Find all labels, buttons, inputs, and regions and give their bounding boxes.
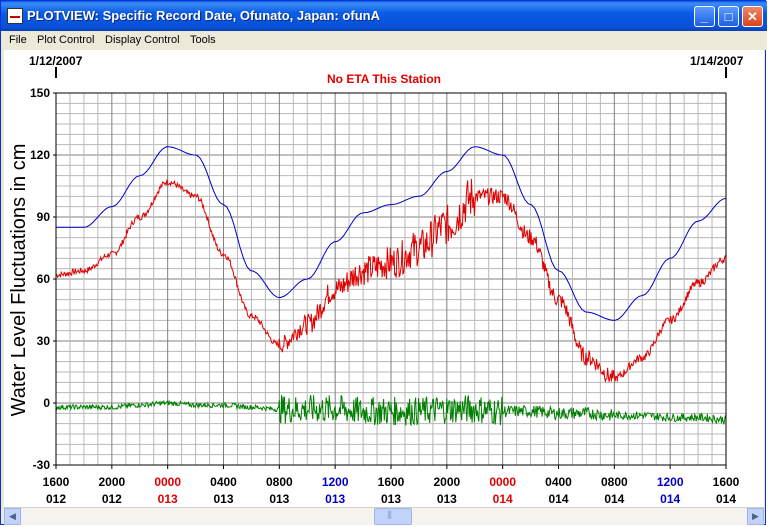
- scroll-right-button[interactable]: ▶: [747, 508, 764, 525]
- x-tick-time: 0800: [601, 475, 628, 489]
- horizontal-scrollbar[interactable]: ◀ ▶: [4, 507, 764, 525]
- x-tick-time: 1600: [713, 475, 740, 489]
- x-tick-day: 014: [493, 492, 513, 506]
- date-right-label: 1/14/2007: [690, 54, 744, 68]
- x-tick-day: 013: [269, 492, 289, 506]
- menu-file[interactable]: File: [9, 34, 27, 46]
- y-tick-label: 150: [30, 86, 50, 100]
- plot-area: 1/12/2007 1/14/2007 No ETA This Station …: [4, 50, 764, 507]
- scroll-left-button[interactable]: ◀: [4, 508, 21, 525]
- y-tick-label: 30: [37, 334, 51, 348]
- water-level-chart: 1/12/2007 1/14/2007 No ETA This Station …: [8, 54, 744, 506]
- x-tick-time: 1600: [43, 475, 70, 489]
- x-tick-labels: 1600 012 2000 012 0000 013 0400 013 0800 013 1200 0…: [43, 465, 740, 506]
- minimize-button[interactable]: _: [694, 6, 715, 27]
- series-line-1: [55, 178, 727, 384]
- x-tick-time: 0000: [489, 475, 516, 489]
- y-tick-label: 60: [37, 272, 51, 286]
- x-tick-day: 014: [660, 492, 680, 506]
- y-tick-label: 0: [43, 396, 50, 410]
- x-tick-day: 014: [548, 492, 568, 506]
- app-icon: [7, 8, 23, 24]
- x-tick-day: 013: [381, 492, 401, 506]
- menu-tools[interactable]: Tools: [190, 34, 216, 46]
- menu-display-control[interactable]: Display Control: [105, 34, 180, 46]
- menu-bar: File Plot Control Display Control Tools: [1, 31, 767, 50]
- y-tick-labels: 150 120 90 60 30 0 -30: [30, 86, 56, 472]
- x-tick-day: 012: [102, 492, 122, 506]
- x-tick-time: 0800: [266, 475, 293, 489]
- title-bar[interactable]: PLOTVIEW: Specific Record Date, Ofunato,…: [1, 1, 767, 31]
- series-line-2: [55, 394, 727, 427]
- x-tick-day: 013: [213, 492, 233, 506]
- x-tick-time: 1200: [322, 475, 349, 489]
- plot-grid: [55, 67, 727, 466]
- x-tick-time: 0400: [210, 475, 237, 489]
- y-tick-label: 90: [37, 210, 51, 224]
- x-tick-time: 2000: [433, 475, 460, 489]
- y-tick-label: -30: [33, 458, 51, 472]
- x-tick-day: 013: [158, 492, 178, 506]
- date-left-label: 1/12/2007: [29, 54, 83, 68]
- x-tick-time: 0000: [154, 475, 181, 489]
- x-tick-day: 012: [46, 492, 66, 506]
- y-tick-label: 120: [30, 148, 50, 162]
- series-line-0: [56, 146, 727, 321]
- scroll-thumb[interactable]: [374, 508, 412, 525]
- x-tick-time: 0400: [545, 475, 572, 489]
- menu-plot-control[interactable]: Plot Control: [37, 34, 95, 46]
- eta-note: No ETA This Station: [327, 72, 441, 86]
- x-tick-time: 2000: [98, 475, 125, 489]
- plot-series: [55, 146, 727, 427]
- x-tick-day: 013: [325, 492, 345, 506]
- y-axis-label: Water Level Fluctuations in cm: [8, 144, 30, 417]
- x-tick-day: 014: [604, 492, 624, 506]
- x-tick-time: 1600: [378, 475, 405, 489]
- maximize-button[interactable]: □: [718, 6, 739, 27]
- x-tick-day: 014: [716, 492, 736, 506]
- close-button[interactable]: ✕: [742, 6, 763, 27]
- x-tick-day: 013: [437, 492, 457, 506]
- window-title: PLOTVIEW: Specific Record Date, Ofunato,…: [27, 8, 380, 23]
- x-tick-time: 1200: [657, 475, 684, 489]
- plot-frame: [55, 92, 727, 466]
